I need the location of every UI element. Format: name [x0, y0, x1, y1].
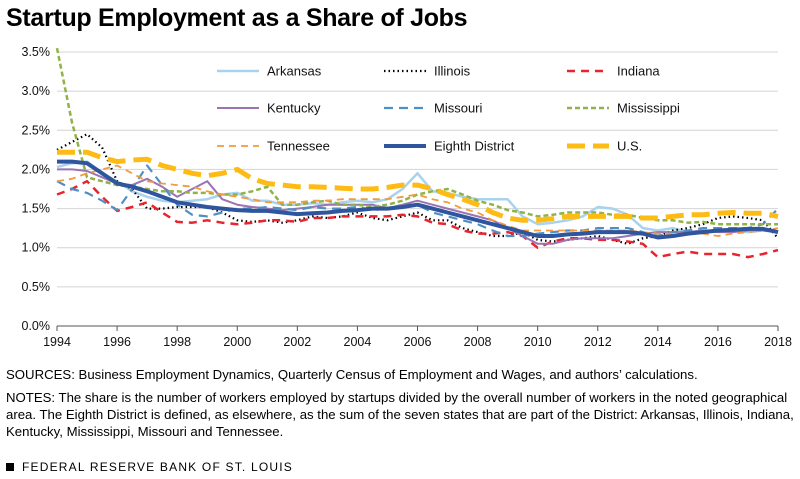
legend-label: Indiana [617, 64, 660, 79]
chart-title: Startup Employment as a Share of Jobs [6, 4, 468, 32]
legend-label: Tennessee [267, 139, 330, 154]
footer-label: FEDERAL RESERVE BANK OF ST. LOUIS [22, 460, 293, 474]
footer-square-icon [6, 463, 14, 471]
y-tick-label: 0.0% [22, 319, 51, 333]
x-tick-label: 1998 [163, 335, 191, 349]
x-tick-label: 2002 [283, 335, 311, 349]
notes-text: NOTES: The share is the number of worker… [6, 390, 794, 439]
line-chart: 0.0%0.5%1.0%1.5%2.0%2.5%3.0%3.5% 1994 199… [22, 45, 792, 349]
series-line [57, 149, 779, 223]
legend-label: Kentucky [267, 101, 321, 116]
y-tick-label: 2.0% [22, 162, 51, 176]
legend-label: Illinois [434, 64, 471, 79]
x-tick-label: 2008 [464, 335, 492, 349]
legend-label: Eighth District [434, 139, 515, 154]
sources-note: SOURCES: Business Employment Dynamics, Q… [6, 367, 698, 382]
legend-label: Arkansas [267, 64, 322, 79]
series-line [56, 164, 779, 237]
footer: FEDERAL RESERVE BANK OF ST. LOUIS [6, 460, 293, 474]
series-line [56, 133, 779, 245]
y-tick-label: 1.5% [22, 202, 51, 216]
series-line [56, 179, 779, 259]
x-tick-label: 1994 [43, 335, 71, 349]
y-tick-label: 1.0% [22, 241, 51, 255]
legend-label: U.S. [617, 139, 642, 154]
x-tick-label: 2010 [524, 335, 552, 349]
x-tick-label: 2004 [344, 335, 372, 349]
x-tick-label: 2012 [584, 335, 612, 349]
series-lines [55, 47, 779, 259]
x-axis-tick-labels: 1994 1996 1998 2000 2002 2004 2006 2008 2010 2012… [43, 326, 792, 349]
x-tick-label: 2000 [223, 335, 251, 349]
x-tick-label: 2014 [644, 335, 672, 349]
y-axis-tick-labels: 0.0% 0.5% 1.0% 1.5% 2.0% 2.5% 3.0% 3.5% [22, 45, 51, 333]
y-tick-label: 3.0% [22, 84, 51, 98]
legend: Arkansas Illinois Indiana Kentucky Missouri M… [217, 64, 680, 154]
series-line [57, 159, 779, 240]
y-tick-label: 0.5% [22, 280, 51, 294]
legend-label: Missouri [434, 101, 483, 116]
x-tick-label: 2018 [764, 335, 792, 349]
x-tick-label: 1996 [103, 335, 131, 349]
y-tick-label: 2.5% [22, 123, 51, 137]
x-tick-label: 2006 [404, 335, 432, 349]
x-tick-label: 2016 [704, 335, 732, 349]
y-tick-label: 3.5% [22, 45, 51, 59]
legend-label: Mississippi [617, 101, 680, 116]
series-line [57, 168, 779, 245]
